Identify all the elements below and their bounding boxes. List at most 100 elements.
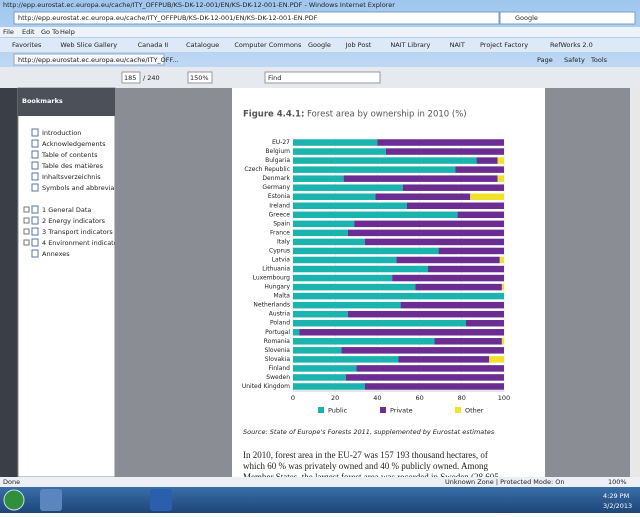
bar-segment bbox=[497, 157, 504, 164]
expand-toggle[interactable] bbox=[23, 206, 30, 213]
favorites-bar bbox=[0, 38, 640, 52]
bookmark: 3 Transport indicators bbox=[42, 228, 113, 236]
scrollbar[interactable] bbox=[630, 88, 640, 477]
clock-time: 4:29 PM bbox=[603, 492, 629, 500]
bar-segment bbox=[428, 265, 504, 273]
bar-segment bbox=[364, 383, 504, 390]
paragraph-line: In 2010, forest area in the EU-27 was 15… bbox=[243, 450, 488, 460]
taskbar-ie[interactable] bbox=[40, 489, 62, 511]
bar-segment bbox=[400, 301, 504, 309]
bar-segment bbox=[293, 301, 401, 309]
search-box[interactable] bbox=[499, 11, 636, 25]
taskbar-word[interactable] bbox=[150, 489, 172, 511]
bar-segment bbox=[293, 329, 300, 336]
page-input[interactable] bbox=[121, 71, 141, 84]
command: Tools bbox=[590, 56, 608, 64]
expand-toggle[interactable] bbox=[23, 239, 30, 246]
bar-segment bbox=[293, 175, 344, 182]
nav-icons bbox=[0, 88, 18, 477]
bookmark-icon bbox=[31, 238, 39, 247]
y-tick-label: Estonia bbox=[268, 193, 290, 200]
y-tick-label: Italy bbox=[277, 238, 290, 245]
bar-segment bbox=[293, 220, 355, 228]
bookmark: Acknowledgements bbox=[42, 140, 106, 148]
tab-title: http://epp.eurostat.ec.europa.eu/cache/I… bbox=[18, 56, 178, 64]
bar-segment bbox=[293, 238, 365, 246]
favorite: RefWorks 2.0 bbox=[550, 41, 593, 49]
favorite: Favorites bbox=[12, 41, 42, 49]
y-tick-label: Greece bbox=[269, 211, 291, 218]
menu-item: File bbox=[3, 28, 14, 36]
y-tick-label: Spain bbox=[273, 220, 290, 227]
favorite: Google bbox=[308, 41, 331, 49]
bar-segment bbox=[455, 166, 504, 173]
menu-item: Go To bbox=[41, 28, 59, 36]
figure-title: Forest area by ownership in 2010 (%) bbox=[307, 110, 467, 120]
address-bar[interactable] bbox=[13, 11, 500, 25]
legend-swatch bbox=[380, 407, 386, 413]
address: http://epp.eurostat.ec.europa.eu/cache/I… bbox=[18, 14, 318, 22]
bar-segment bbox=[434, 338, 502, 345]
find-box[interactable] bbox=[264, 71, 381, 84]
page-count: / 240 bbox=[143, 74, 160, 82]
zoom-level: 150% bbox=[190, 74, 209, 82]
favorite: NAIT bbox=[450, 41, 465, 49]
bar-segment bbox=[470, 193, 504, 200]
bookmark-icon bbox=[31, 205, 39, 214]
bookmark: Table of contents bbox=[41, 151, 98, 159]
y-tick-label: EU-27 bbox=[272, 139, 290, 146]
x-tick-label: 0 bbox=[291, 394, 295, 402]
figure-label: Figure 4.4.1: bbox=[243, 110, 304, 120]
bar-segment bbox=[402, 184, 504, 191]
bar-segment bbox=[343, 175, 498, 182]
window-title: http://epp.eurostat.ec.europa.eu/cache/I… bbox=[3, 1, 395, 9]
bar-segment bbox=[293, 166, 456, 173]
bar-segment bbox=[293, 211, 458, 219]
pdf-page bbox=[232, 88, 545, 477]
legend-swatch bbox=[455, 407, 461, 413]
bookmark-icon bbox=[31, 150, 39, 159]
bar-segment bbox=[293, 383, 365, 390]
bookmark-icon bbox=[31, 161, 39, 170]
bar-segment bbox=[396, 256, 500, 264]
bar-segment bbox=[499, 256, 504, 264]
status-text: Done bbox=[3, 478, 20, 486]
bar-segment bbox=[293, 193, 376, 200]
bookmark: Symbols and abbreviations bbox=[42, 184, 131, 192]
zoom-input[interactable] bbox=[187, 71, 213, 84]
bar-segment bbox=[457, 211, 504, 219]
menu-bar bbox=[0, 27, 640, 37]
start-button[interactable] bbox=[3, 489, 25, 511]
bookmark-icon bbox=[31, 128, 39, 137]
y-tick-label: Latvia bbox=[272, 256, 291, 263]
bar-segment bbox=[406, 202, 504, 210]
y-tick-label: Netherlands bbox=[253, 302, 290, 309]
menu-item: Edit bbox=[22, 28, 35, 36]
legend-label: Private bbox=[390, 407, 413, 415]
tab[interactable] bbox=[13, 53, 165, 66]
bookmark: Inhaltsverzeichnis bbox=[42, 173, 101, 181]
expand-toggle[interactable] bbox=[23, 217, 30, 224]
bar-segment bbox=[293, 157, 477, 164]
bookmark-icon bbox=[31, 139, 39, 148]
y-tick-label: Poland bbox=[270, 320, 290, 327]
bar-segment bbox=[293, 229, 348, 237]
status-zone: Unknown Zone | Protected Mode: On bbox=[445, 478, 565, 486]
search-label: Google bbox=[515, 14, 538, 22]
x-tick-label: 40 bbox=[373, 394, 381, 402]
bar-segment bbox=[501, 283, 504, 291]
x-tick-label: 20 bbox=[331, 394, 339, 402]
bar-segment bbox=[501, 338, 504, 345]
bookmark: 2 Energy indicators bbox=[42, 217, 106, 225]
y-tick-label: Bulgaria bbox=[265, 157, 290, 164]
y-tick-label: Finland bbox=[269, 365, 291, 372]
x-tick-label: 80 bbox=[458, 394, 466, 402]
bar-segment bbox=[347, 229, 504, 237]
x-tick-label: 100 bbox=[498, 394, 510, 402]
expand-toggle[interactable] bbox=[23, 228, 30, 235]
bar-segment bbox=[364, 238, 504, 246]
command: Safety bbox=[564, 56, 585, 64]
bookmark-icon bbox=[31, 172, 39, 181]
bar-segment bbox=[466, 319, 504, 327]
